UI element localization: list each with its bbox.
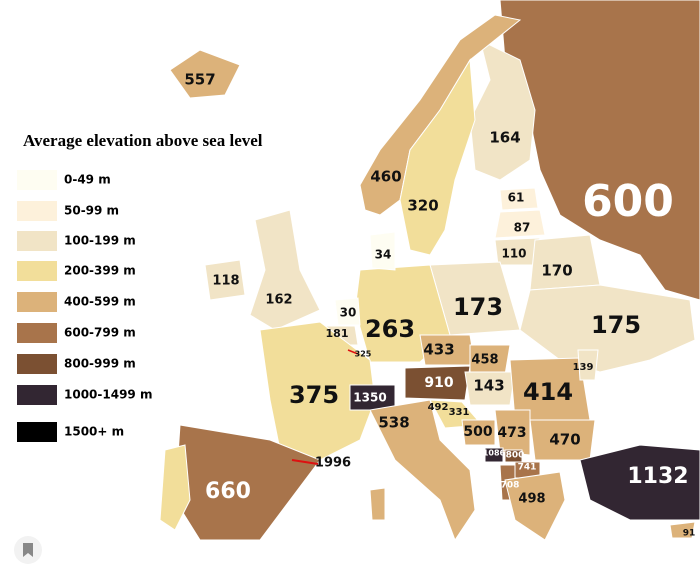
elevation-label: 30 bbox=[340, 306, 357, 320]
elevation-label: 110 bbox=[501, 247, 526, 261]
legend-label: 800-999 m bbox=[64, 357, 136, 371]
country bbox=[369, 231, 396, 271]
elevation-label: 460 bbox=[370, 168, 401, 186]
legend-label: 100-199 m bbox=[64, 234, 136, 248]
elevation-label: 492 bbox=[428, 402, 449, 413]
country bbox=[334, 297, 361, 326]
country bbox=[484, 447, 504, 463]
legend-swatch bbox=[17, 170, 57, 190]
country bbox=[461, 419, 496, 446]
elevation-label: 170 bbox=[541, 262, 572, 280]
labels: 557 164 460 320 600 61 87 110 34 170 118 162 30 181 26… bbox=[184, 71, 695, 539]
legend-swatch bbox=[17, 261, 57, 281]
elevation-label: 800 bbox=[506, 451, 525, 461]
elevation-label: 473 bbox=[497, 425, 526, 441]
elevation-label: 458 bbox=[471, 353, 498, 368]
country bbox=[519, 284, 696, 373]
elevation-label: 91 bbox=[683, 529, 696, 539]
elevation-label: 331 bbox=[449, 407, 470, 418]
elevation-label: 118 bbox=[212, 274, 239, 289]
elevation-label: 470 bbox=[549, 431, 580, 449]
elevation-label: 498 bbox=[518, 492, 545, 507]
elevation-label: 181 bbox=[326, 327, 349, 340]
legend-label: 1500+ m bbox=[64, 425, 124, 439]
country bbox=[204, 259, 246, 301]
countries bbox=[159, 0, 700, 542]
luxembourg-pointer bbox=[347, 349, 359, 355]
legend-label: 600-799 m bbox=[64, 326, 136, 340]
legend: 0-49 m 50-99 m 100-199 m 200-399 m 400-599 m… bbox=[17, 170, 152, 442]
country bbox=[464, 371, 516, 406]
country bbox=[499, 187, 539, 211]
elevation-label: 34 bbox=[375, 248, 392, 262]
country bbox=[469, 39, 536, 181]
country bbox=[159, 444, 191, 531]
legend-swatch bbox=[17, 354, 57, 374]
legend-swatch bbox=[17, 385, 57, 405]
legend-label: 400-599 m bbox=[64, 295, 136, 309]
legend-title: Average elevation above sea level bbox=[23, 131, 263, 150]
elevation-label: 263 bbox=[365, 315, 415, 343]
country bbox=[494, 209, 546, 239]
country bbox=[399, 58, 476, 256]
andorra-pointer bbox=[291, 459, 319, 465]
bookmark-icon bbox=[23, 543, 33, 557]
country bbox=[249, 209, 321, 331]
country bbox=[579, 444, 700, 521]
legend-label: 1000-1499 m bbox=[64, 388, 152, 402]
country bbox=[369, 487, 386, 521]
elevation-label: 741 bbox=[518, 463, 537, 473]
elevation-label: 61 bbox=[508, 191, 525, 205]
country bbox=[259, 321, 376, 461]
elevation-label: 173 bbox=[453, 293, 503, 321]
elevation-label: 600 bbox=[582, 176, 674, 227]
legend-label: 0-49 m bbox=[64, 173, 111, 187]
elevation-label: 320 bbox=[407, 197, 438, 215]
country bbox=[494, 409, 531, 456]
elevation-label: 538 bbox=[378, 414, 409, 432]
elevation-label: 1086 bbox=[483, 449, 506, 458]
elevation-label: 164 bbox=[489, 129, 520, 147]
legend-swatch bbox=[17, 422, 57, 442]
elevation-label: 433 bbox=[423, 341, 454, 359]
elevation-label: 175 bbox=[591, 311, 641, 339]
country bbox=[577, 349, 599, 381]
legend-swatch bbox=[17, 292, 57, 312]
elevation-label: 500 bbox=[463, 424, 492, 440]
elevation-label: 557 bbox=[184, 71, 215, 89]
country bbox=[504, 471, 566, 541]
elevation-label: 375 bbox=[289, 381, 339, 409]
elevation-label: 1996 bbox=[315, 456, 351, 471]
elevation-label: 1350 bbox=[353, 391, 386, 405]
elevation-label: 910 bbox=[424, 375, 453, 391]
legend-label: 50-99 m bbox=[64, 204, 119, 218]
legend-swatch bbox=[17, 231, 57, 251]
elevation-label: 660 bbox=[205, 479, 251, 504]
elevation-label: 1132 bbox=[627, 464, 688, 489]
elevation-label: 325 bbox=[355, 350, 372, 359]
elevation-label: 414 bbox=[523, 378, 573, 406]
legend-swatch bbox=[17, 201, 57, 221]
country bbox=[369, 399, 476, 542]
elevation-label: 87 bbox=[514, 221, 531, 235]
country bbox=[169, 49, 241, 99]
country bbox=[669, 521, 696, 539]
elevation-label: 162 bbox=[265, 293, 292, 308]
elevation-label: 143 bbox=[473, 377, 504, 395]
legend-label: 200-399 m bbox=[64, 264, 136, 278]
elevation-label: 708 bbox=[501, 481, 520, 491]
legend-swatch bbox=[17, 323, 57, 343]
elevation-label: 139 bbox=[573, 362, 594, 373]
country bbox=[404, 365, 471, 401]
